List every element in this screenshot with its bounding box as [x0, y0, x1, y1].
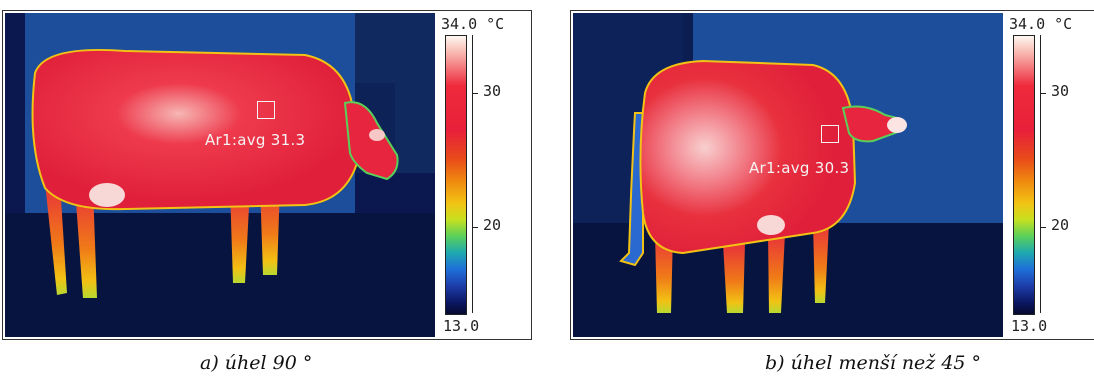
scale-tick [472, 227, 478, 228]
measurement-label: Ar1:avg 30.3 [749, 159, 850, 177]
scale-tick [1040, 227, 1046, 228]
scale-max-label: 34.0 °C [1009, 15, 1073, 33]
cow-rear-thermogram [573, 13, 1003, 337]
scale-tick-label-20: 20 [483, 216, 502, 234]
temperature-scale: 34.0 °C 30 20 13.0 [439, 13, 529, 337]
caption-b: b) úhel menší než 45 ° [765, 352, 982, 374]
measurement-area-box [257, 101, 275, 119]
scale-tick [472, 93, 478, 94]
color-scale-bar [1013, 35, 1035, 315]
thermal-panel-b: Ar1:avg 30.3 34.0 °C 30 20 13.0 [570, 10, 1094, 340]
thermal-panel-a: Ar1:avg 31.3 34.0 °C 30 20 13.0 [2, 10, 532, 340]
scale-tick-label-30: 30 [1051, 82, 1070, 100]
measurement-area-box [821, 125, 839, 143]
scale-tick-label-30: 30 [483, 82, 502, 100]
cow-side-thermogram [5, 13, 435, 337]
temperature-scale: 34.0 °C 30 20 13.0 [1007, 13, 1094, 337]
scale-min-label: 13.0 [1011, 317, 1048, 335]
caption-a: a) úhel 90 ° [200, 352, 313, 374]
thermal-image-side-view: Ar1:avg 31.3 [5, 13, 435, 337]
thermal-image-rear-view: Ar1:avg 30.3 [573, 13, 1003, 337]
scale-axis-line [1040, 35, 1041, 313]
color-scale-bar [445, 35, 467, 315]
scale-min-label: 13.0 [443, 317, 480, 335]
scale-axis-line [472, 35, 473, 313]
scale-max-label: 34.0 °C [441, 15, 505, 33]
scale-tick [1040, 93, 1046, 94]
scale-tick-label-20: 20 [1051, 216, 1070, 234]
measurement-label: Ar1:avg 31.3 [205, 131, 306, 149]
